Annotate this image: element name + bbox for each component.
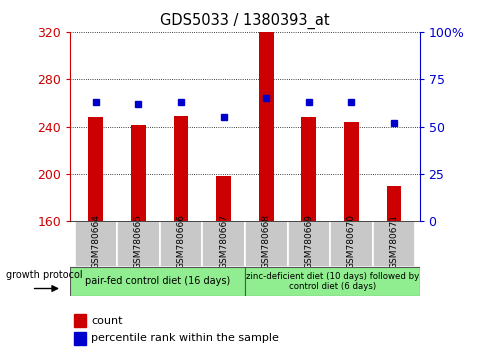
Text: count: count bbox=[91, 316, 122, 326]
Text: percentile rank within the sample: percentile rank within the sample bbox=[91, 333, 279, 343]
Bar bbox=[131, 125, 146, 221]
Title: GDS5033 / 1380393_at: GDS5033 / 1380393_at bbox=[160, 13, 329, 29]
Bar bbox=[386, 186, 401, 221]
FancyBboxPatch shape bbox=[75, 221, 117, 267]
FancyBboxPatch shape bbox=[202, 221, 244, 267]
Text: GSM780670: GSM780670 bbox=[346, 215, 355, 269]
Text: zinc-deficient diet (10 days) followed by
control diet (6 days): zinc-deficient diet (10 days) followed b… bbox=[245, 272, 418, 291]
FancyBboxPatch shape bbox=[287, 221, 330, 267]
FancyBboxPatch shape bbox=[372, 221, 414, 267]
Text: GSM780671: GSM780671 bbox=[389, 215, 398, 269]
Bar bbox=[173, 116, 188, 221]
Text: growth protocol: growth protocol bbox=[6, 270, 82, 280]
Text: GSM780665: GSM780665 bbox=[134, 215, 143, 269]
Text: GSM780664: GSM780664 bbox=[91, 215, 100, 269]
Bar bbox=[88, 117, 103, 221]
FancyBboxPatch shape bbox=[117, 221, 159, 267]
Bar bbox=[343, 122, 358, 221]
FancyBboxPatch shape bbox=[70, 267, 244, 296]
Text: GSM780668: GSM780668 bbox=[261, 215, 270, 269]
Text: GSM780669: GSM780669 bbox=[303, 215, 313, 269]
Text: GSM780667: GSM780667 bbox=[219, 215, 227, 269]
FancyBboxPatch shape bbox=[330, 221, 372, 267]
Text: GSM780666: GSM780666 bbox=[176, 215, 185, 269]
Text: pair-fed control diet (16 days): pair-fed control diet (16 days) bbox=[85, 276, 230, 286]
Bar bbox=[301, 117, 316, 221]
Bar bbox=[258, 32, 273, 221]
FancyBboxPatch shape bbox=[159, 221, 202, 267]
Bar bbox=[216, 176, 230, 221]
FancyBboxPatch shape bbox=[244, 267, 419, 296]
FancyBboxPatch shape bbox=[244, 221, 287, 267]
Bar bbox=[74, 332, 86, 345]
Bar bbox=[74, 314, 86, 327]
